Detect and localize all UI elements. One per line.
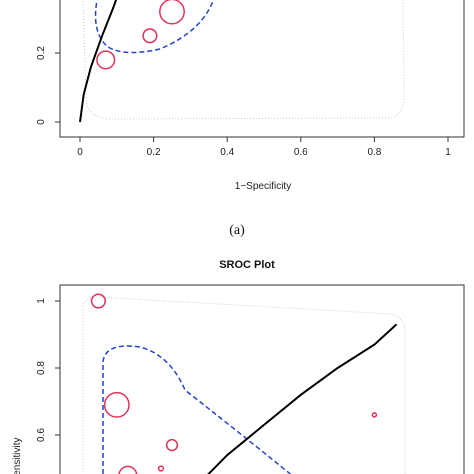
series-bottom: [90, 293, 398, 474]
y-tick-label: 0.2: [36, 46, 47, 60]
series-top: [79, 0, 185, 123]
study-point: [90, 293, 106, 309]
sroc-curve: [207, 323, 398, 474]
study-point: [142, 28, 158, 44]
panel-caption: (a): [229, 223, 245, 238]
y-tick-label: 0.6: [36, 428, 47, 442]
plot-frame-bottom: [59, 284, 465, 474]
x-tick-label: 0.8: [367, 147, 381, 158]
study-point: [371, 412, 378, 418]
prediction-region-top: [82, 0, 405, 120]
x-tick-label: 0.4: [220, 147, 234, 158]
axis-ticks-bottom: 1 0.8 0.6: [36, 298, 60, 442]
study-point: [118, 465, 138, 474]
x-tick-label: 1: [445, 147, 451, 158]
study-point: [165, 438, 179, 452]
confidence-region-bottom: [102, 345, 292, 474]
plot-frame-top: [59, 0, 465, 138]
study-point: [157, 465, 165, 472]
sroc-curve: [79, 0, 118, 123]
study-point: [96, 50, 116, 70]
study-point: [103, 391, 130, 418]
x-axis-label-top: 1−Specificity: [235, 181, 291, 192]
study-point: [159, 0, 185, 25]
x-tick-label: 0.6: [294, 147, 308, 158]
y-tick-label: 1: [36, 298, 47, 304]
y-tick-label: 0.8: [36, 361, 47, 375]
axis-ticks-top: 0 0.2 0.4 0.6 0.8 1 0 0.2: [36, 46, 451, 158]
prediction-region-bottom: [82, 296, 406, 474]
y-tick-label: 0: [36, 119, 47, 125]
confidence-region-top: [94, 0, 215, 54]
y-axis-label-bottom: Sensitivity: [12, 437, 23, 474]
x-tick-label: 0.2: [147, 147, 161, 158]
x-tick-label: 0: [77, 147, 83, 158]
chart-title-bottom: SROC Plot: [219, 259, 275, 271]
